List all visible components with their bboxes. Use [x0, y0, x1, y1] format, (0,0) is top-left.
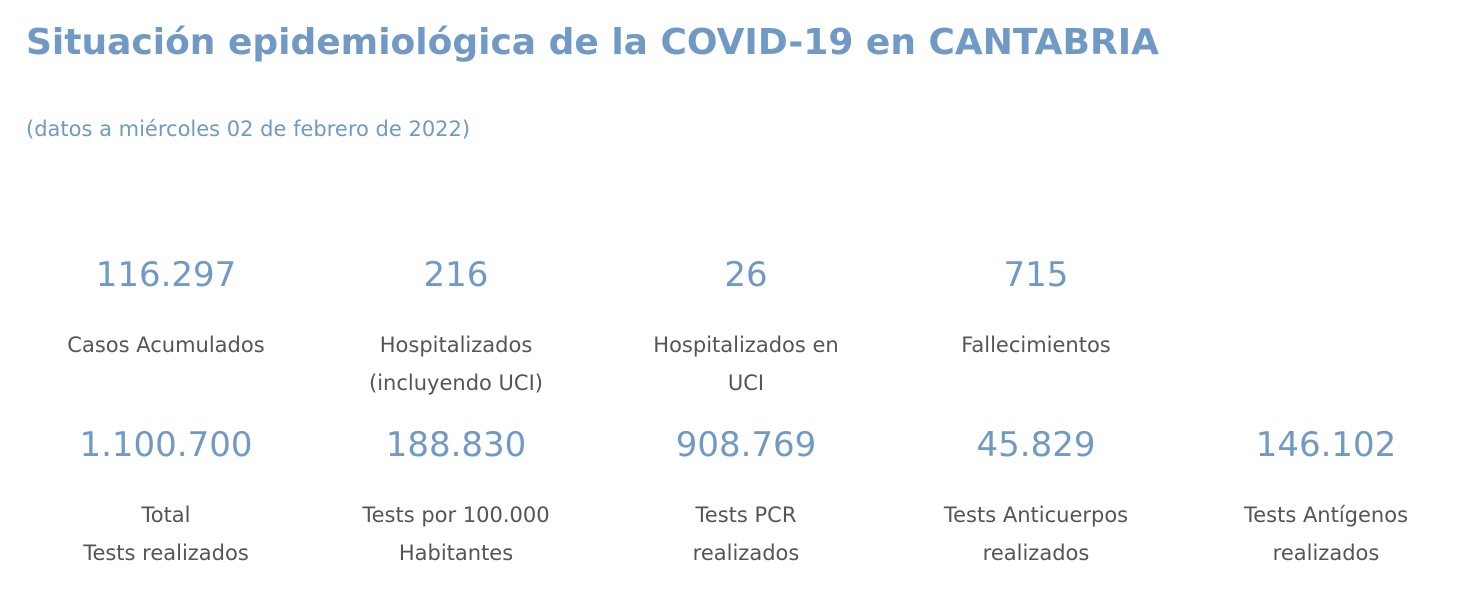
stat-value: 116.297	[95, 255, 237, 295]
stat-casos-acumulados: 116.297 Casos Acumulados	[21, 252, 311, 422]
stat-value: 146.102	[1255, 425, 1397, 465]
stat-tests-anticuerpos: 45.829 Tests Anticuerpos realizados	[891, 422, 1181, 592]
stat-value: 908.769	[675, 425, 817, 465]
stat-value: 715	[1003, 255, 1069, 295]
stats-grid: 116.297 Casos Acumulados 216 Hospitaliza…	[21, 252, 1460, 592]
stat-label: Hospitalizados en UCI	[653, 333, 839, 395]
stat-label: Total Tests realizados	[83, 503, 249, 565]
stat-total-tests: 1.100.700 Total Tests realizados	[21, 422, 311, 592]
stat-value: 1.100.700	[79, 425, 253, 465]
stat-value: 26	[724, 255, 768, 295]
stat-label: Tests Antígenos realizados	[1243, 503, 1409, 565]
stat-fallecimientos: 715 Fallecimientos	[891, 252, 1181, 422]
data-date-subtitle: (datos a miércoles 02 de febrero de 2022…	[26, 117, 471, 141]
stat-tests-pcr: 908.769 Tests PCR realizados	[601, 422, 891, 592]
stat-label: Fallecimientos	[961, 333, 1111, 357]
stat-hospitalizados-uci: 26 Hospitalizados en UCI	[601, 252, 891, 422]
page-title: Situación epidemiológica de la COVID-19 …	[26, 22, 1159, 63]
stat-value: 45.829	[976, 425, 1096, 465]
stat-empty-slot	[1181, 252, 1460, 422]
stat-label: Tests por 100.000 Habitantes	[362, 503, 550, 565]
stat-tests-antigenos: 146.102 Tests Antígenos realizados	[1181, 422, 1460, 592]
stat-label: Hospitalizados (incluyendo UCI)	[369, 333, 543, 395]
stat-label: Tests PCR realizados	[692, 503, 800, 565]
stat-label: Casos Acumulados	[67, 333, 265, 357]
stat-value: 188.830	[385, 425, 527, 465]
stat-hospitalizados: 216 Hospitalizados (incluyendo UCI)	[311, 252, 601, 422]
stat-label: Tests Anticuerpos realizados	[943, 503, 1129, 565]
stat-value: 216	[423, 255, 489, 295]
stat-tests-por-100000: 188.830 Tests por 100.000 Habitantes	[311, 422, 601, 592]
